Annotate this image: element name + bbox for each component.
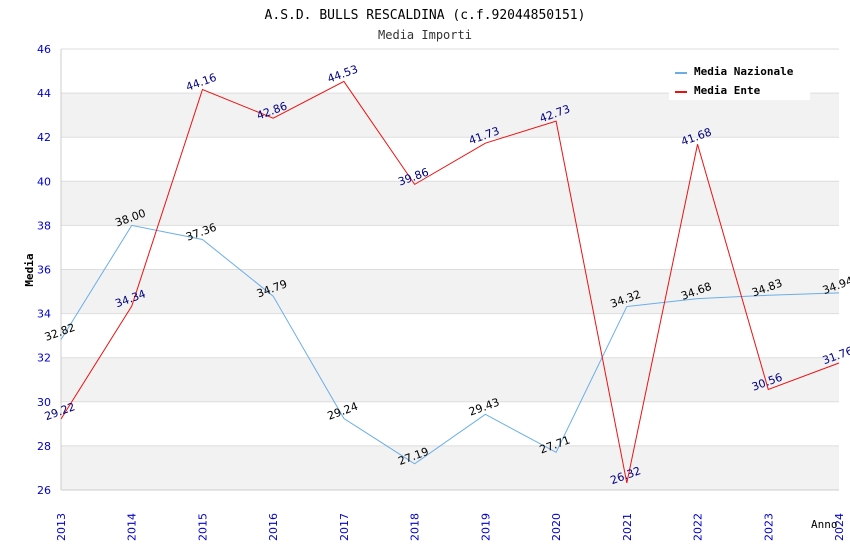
y-axis-ticks: 26 28 30 32 34 36 38 40 42 44 46 — [37, 43, 51, 497]
x-tick-label: 2016 — [267, 513, 280, 541]
y-tick-label: 44 — [37, 87, 51, 100]
grid-band — [61, 93, 839, 138]
y-tick-label: 28 — [37, 440, 51, 453]
x-tick-label: 2020 — [550, 513, 563, 541]
series-lines — [60, 80, 840, 484]
grid-band — [61, 445, 839, 490]
y-tick-label: 26 — [37, 484, 51, 497]
series-line-media-nazionale — [60, 224, 840, 465]
y-tick-label: 34 — [37, 308, 51, 321]
grid-band — [61, 269, 839, 314]
x-tick-label: 2018 — [409, 513, 422, 541]
legend: Media Nazionale Media Ente — [669, 60, 810, 100]
y-tick-label: 30 — [37, 396, 51, 409]
grid-band — [61, 181, 839, 226]
x-tick-label: 2021 — [621, 513, 634, 541]
grid-band — [61, 357, 839, 402]
x-tick-label: 2015 — [196, 513, 209, 541]
x-axis-ticks: 2013 2014 2015 2016 2017 2018 2019 2020 2021 2022… — [55, 513, 846, 541]
y-tick-label: 46 — [37, 43, 51, 56]
data-label: 44.16 — [184, 71, 218, 94]
data-label: 32.82 — [43, 321, 77, 344]
series-line-media-ente — [60, 80, 840, 484]
x-tick-label: 2022 — [692, 513, 705, 541]
y-axis-label: Media — [23, 253, 36, 286]
legend-box — [669, 60, 810, 100]
x-tick-label: 2024 — [833, 513, 846, 541]
y-tick-label: 32 — [37, 352, 51, 365]
data-label: 29.24 — [326, 400, 360, 423]
y-tick-label: 40 — [37, 175, 51, 188]
y-tick-label: 42 — [37, 131, 51, 144]
legend-label-media-ente: Media Ente — [694, 84, 761, 97]
chart-title: A.S.D. BULLS RESCALDINA (c.f.92044850151… — [265, 8, 586, 23]
grid-bands — [61, 93, 839, 490]
x-tick-label: 2013 — [55, 513, 68, 541]
y-tick-label: 38 — [37, 219, 51, 232]
y-tick-label: 36 — [37, 264, 51, 277]
x-tick-label: 2019 — [479, 513, 492, 541]
chart-subtitle: Media Importi — [378, 28, 472, 42]
legend-label-media-nazionale: Media Nazionale — [694, 65, 794, 78]
x-tick-label: 2023 — [762, 513, 775, 541]
x-tick-label: 2017 — [338, 513, 351, 541]
x-tick-label: 2014 — [126, 513, 139, 541]
x-axis-label: Anno — [811, 518, 838, 531]
